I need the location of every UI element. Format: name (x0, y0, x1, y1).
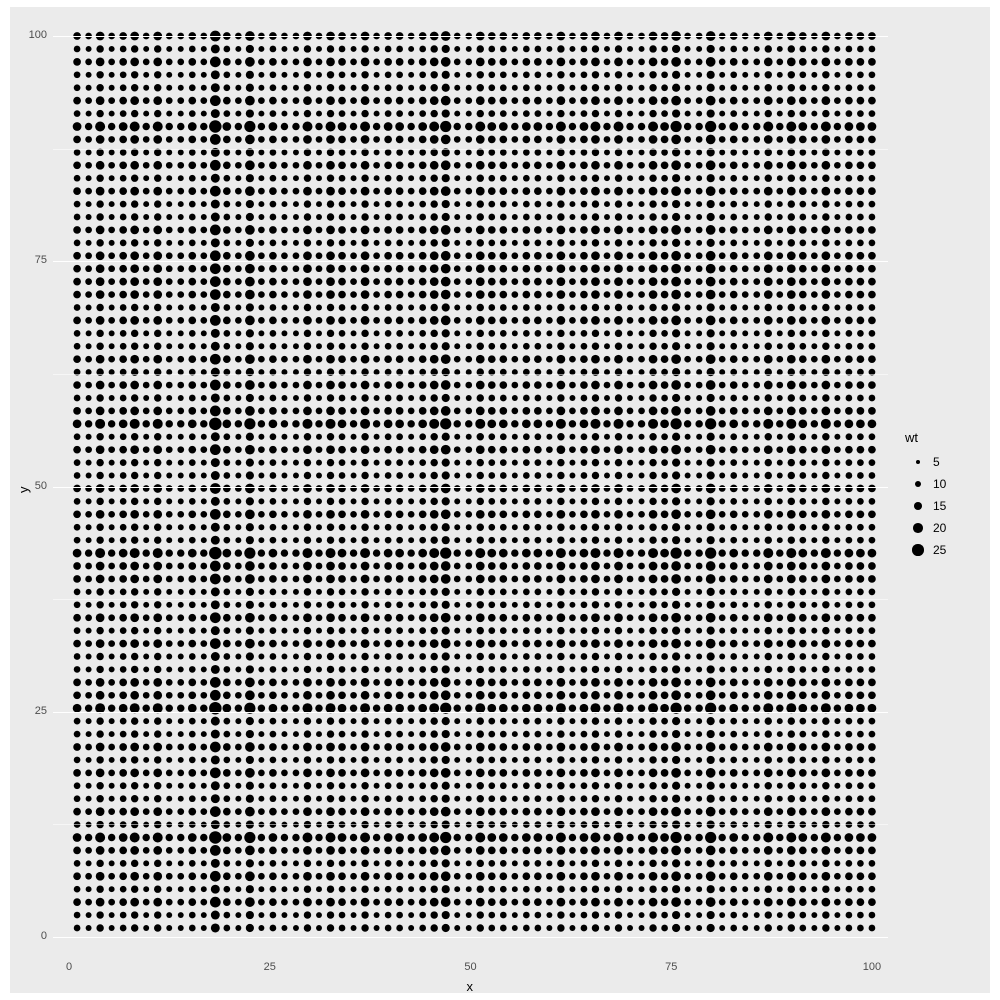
legend-label: 15 (931, 499, 946, 513)
plot-area (53, 18, 888, 955)
minor-gridline (53, 824, 888, 825)
x-tick-label: 0 (54, 961, 84, 973)
major-gridline (53, 712, 888, 713)
legend: wt 5 10 15 20 25 (905, 430, 946, 561)
legend-dot-icon (914, 502, 922, 510)
legend-dot-icon (916, 460, 920, 464)
major-gridline (53, 36, 888, 37)
x-tick-label: 100 (857, 961, 887, 973)
legend-label: 5 (931, 455, 940, 469)
legend-title: wt (905, 430, 946, 445)
x-tick-label: 25 (255, 961, 285, 973)
y-tick-label: 25 (13, 705, 47, 717)
y-tick-label: 100 (13, 29, 47, 41)
major-gridline (53, 937, 888, 938)
legend-label: 25 (931, 543, 946, 557)
chart-page: 0255075100 0255075100 y x wt 510152025 (0, 0, 1000, 1000)
legend-label: 20 (931, 521, 946, 535)
legend-dot-icon (913, 523, 923, 533)
legend-item: 20 (905, 517, 946, 539)
minor-gridline (53, 374, 888, 375)
y-axis-title: y (16, 486, 31, 493)
minor-gridline (53, 599, 888, 600)
legend-item: 10 (905, 473, 946, 495)
legend-label: 10 (931, 477, 946, 491)
major-gridline (53, 261, 888, 262)
legend-item: 15 (905, 495, 946, 517)
legend-item: 5 (905, 451, 946, 473)
legend-dot-icon (912, 544, 923, 555)
minor-gridline (53, 149, 888, 150)
x-tick-label: 75 (656, 961, 686, 973)
major-gridline (53, 487, 888, 488)
x-axis-title: x (467, 979, 474, 994)
y-tick-label: 75 (13, 254, 47, 266)
legend-dot-icon (915, 481, 921, 487)
y-tick-label: 0 (13, 930, 47, 942)
x-tick-label: 50 (456, 961, 486, 973)
legend-item: 25 (905, 539, 946, 561)
